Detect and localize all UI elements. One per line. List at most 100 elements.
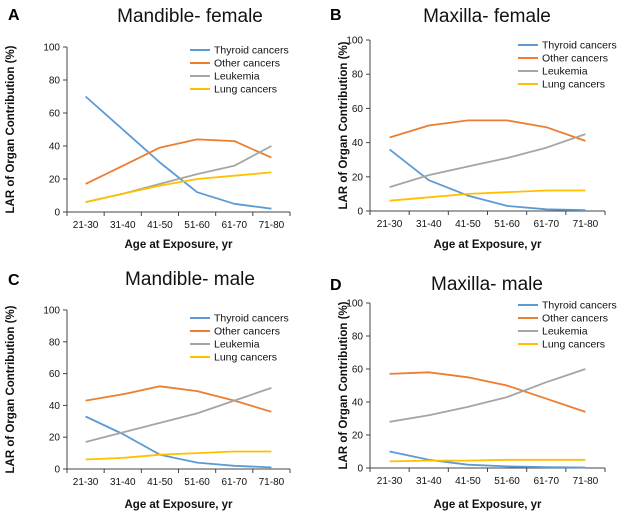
chart-b-legend-label-thyroid-cancers: Thyroid cancers: [542, 40, 617, 52]
chart-b-series-leukemia: [389, 133, 586, 188]
chart-a-legend-label-lung-cancers: Lung cancers: [214, 84, 277, 96]
chart-c-y-tick-label: 100: [43, 306, 60, 317]
chart-d-panel-letter: D: [330, 277, 342, 294]
chart-b-x-tick-label: 71-80: [573, 219, 599, 230]
chart-d-legend-label-thyroid-cancers: Thyroid cancers: [542, 300, 617, 312]
chart-c-x-tick-label: 41-50: [147, 477, 173, 488]
chart-d-y-tick-label: 80: [352, 332, 364, 343]
chart-c-panel-letter: C: [8, 272, 20, 289]
chart-a-x-tick-label: 31-40: [110, 220, 136, 231]
chart-b-x-tick-label: 41-50: [455, 219, 481, 230]
chart-c-x-tick-label: 61-70: [221, 477, 247, 488]
chart-c-series-lung-cancers: [85, 450, 272, 461]
chart-a-x-axis-label: Age at Exposure, yr: [124, 239, 233, 251]
chart-b-legend-label-other-cancers: Other cancers: [542, 53, 608, 65]
chart-d-y-tick-label: 100: [346, 299, 363, 310]
chart-c-x-axis-label: Age at Exposure, yr: [124, 499, 233, 511]
chart-d-x-tick-label: 71-80: [573, 476, 599, 487]
chart-a-series-other-cancers: [85, 138, 272, 185]
chart-a-x-tick-label: 61-70: [221, 220, 247, 231]
chart-a-panel-letter: A: [8, 7, 20, 24]
chart-a-y-tick-label: 60: [49, 109, 61, 120]
chart-a-y-tick-label: 80: [49, 76, 61, 87]
chart-a-legend-label-other-cancers: Other cancers: [214, 58, 280, 70]
chart-c-y-tick-label: 0: [54, 465, 60, 476]
chart-d-x-tick-label: 61-70: [533, 476, 559, 487]
chart-a-series-lung-cancers: [85, 171, 272, 203]
chart-d-series-lung-cancers: [389, 458, 586, 463]
chart-b-x-axis-label: Age at Exposure, yr: [433, 239, 542, 251]
chart-d-x-tick-label: 51-60: [494, 476, 520, 487]
chart-a-title: Mandible- female: [117, 6, 263, 27]
chart-d-series-other-cancers: [389, 371, 586, 413]
chart-a-y-tick-label: 20: [49, 175, 61, 186]
chart-c-y-tick-label: 40: [49, 401, 61, 412]
chart-d-x-tick-label: 31-40: [416, 476, 442, 487]
chart-c-x-tick-label: 31-40: [110, 477, 136, 488]
chart-d-legend-label-leukemia: Leukemia: [542, 326, 588, 338]
chart-d-legend-label-lung-cancers: Lung cancers: [542, 339, 605, 351]
chart-a-y-tick-label: 0: [54, 208, 60, 219]
chart-a-x-tick-label: 21-30: [73, 220, 99, 231]
chart-c: C Mandible- male 0 20 40 60 80 100 21-30 31-40 41-…: [5, 269, 291, 511]
chart-c-series-leukemia: [85, 387, 272, 443]
chart-a-y-tick-label: 100: [43, 43, 60, 54]
chart-b-x-tick-label: 61-70: [533, 219, 559, 230]
chart-b-panel-letter: B: [330, 7, 342, 24]
chart-c-y-tick-label: 80: [49, 337, 61, 348]
chart-c-legend-label-lung-cancers: Lung cancers: [214, 352, 277, 364]
chart-a-y-axis-label: LAR of Organ Contribution (%): [5, 45, 17, 213]
chart-b-y-tick-label: 40: [352, 138, 364, 149]
chart-c-x-tick-label: 71-80: [259, 477, 285, 488]
chart-c-y-axis-label: LAR of Organ Contribution (%): [5, 305, 17, 473]
chart-c-x-tick-label: 21-30: [73, 477, 99, 488]
chart-a-series-thyroid-cancers: [85, 95, 272, 210]
chart-d-legend-label-other-cancers: Other cancers: [542, 313, 608, 325]
chart-b-x-tick-label: 51-60: [494, 219, 520, 230]
chart-d-y-axis-label: LAR of Organ Contribution (%): [338, 301, 350, 469]
chart-d: D Maxilla- male 0 20 40 60 80 100 21-30 31-40 41-5…: [330, 274, 617, 511]
chart-b-y-tick-label: 100: [346, 36, 363, 47]
chart-b-y-tick-label: 60: [352, 104, 364, 115]
chart-b-legend-label-leukemia: Leukemia: [542, 66, 588, 78]
chart-d-x-tick-label: 41-50: [455, 476, 481, 487]
chart-b-x-tick-label: 21-30: [377, 219, 403, 230]
chart-d-y-tick-label: 0: [357, 464, 363, 475]
chart-c-legend-label-thyroid-cancers: Thyroid cancers: [214, 313, 289, 325]
chart-c-x-tick-label: 51-60: [184, 477, 210, 488]
chart-b-x-tick-label: 31-40: [416, 219, 442, 230]
chart-c-y-tick-label: 60: [49, 369, 61, 380]
chart-c-series-other-cancers: [85, 385, 272, 413]
chart-a-legend-label-thyroid-cancers: Thyroid cancers: [214, 45, 289, 57]
chart-c-series-thyroid-cancers: [85, 415, 272, 469]
chart-d-x-axis-label: Age at Exposure, yr: [433, 499, 542, 511]
chart-d-y-tick-label: 40: [352, 398, 364, 409]
chart-a-x-tick-label: 51-60: [184, 220, 210, 231]
chart-d-y-tick-label: 60: [352, 365, 364, 376]
chart-a: A Mandible- female 0 20 40 60 80 100 21-30 31-40 4…: [5, 6, 291, 251]
chart-c-legend-label-leukemia: Leukemia: [214, 339, 260, 351]
chart-b-legend-label-lung-cancers: Lung cancers: [542, 79, 605, 91]
chart-b: B Maxilla- female 0 20 40 60 80 100 21-30 31-40 41…: [330, 6, 617, 251]
chart-c-y-tick-label: 20: [49, 433, 61, 444]
chart-d-series-thyroid-cancers: [389, 450, 586, 469]
chart-d-x-tick-label: 21-30: [377, 476, 403, 487]
chart-b-y-axis-label: LAR of Organ Contribution (%): [338, 41, 350, 209]
chart-b-series-lung-cancers: [389, 189, 586, 202]
chart-c-legend-label-other-cancers: Other cancers: [214, 326, 280, 338]
chart-a-y-tick-label: 40: [49, 142, 61, 153]
chart-b-y-tick-label: 80: [352, 70, 364, 81]
chart-c-title: Mandible- male: [125, 269, 255, 290]
chart-d-series-leukemia: [389, 368, 586, 423]
chart-b-title: Maxilla- female: [423, 6, 551, 27]
chart-b-series-thyroid-cancers: [389, 148, 586, 211]
chart-a-x-tick-label: 41-50: [147, 220, 173, 231]
chart-d-y-tick-label: 20: [352, 431, 364, 442]
chart-b-series-other-cancers: [389, 119, 586, 142]
chart-a-x-tick-label: 71-80: [259, 220, 285, 231]
chart-a-legend-label-leukemia: Leukemia: [214, 71, 260, 83]
chart-b-y-tick-label: 0: [357, 207, 363, 218]
chart-b-y-tick-label: 20: [352, 172, 364, 183]
chart-d-title: Maxilla- male: [431, 274, 543, 295]
